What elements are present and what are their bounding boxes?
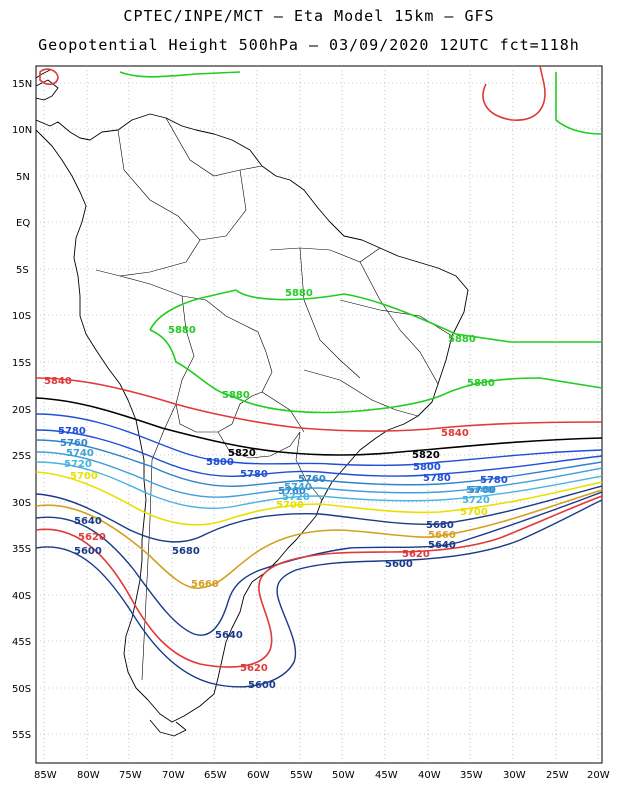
lat-label: 5S (16, 265, 29, 276)
contour-label-5820: 5820 (228, 448, 256, 459)
contour-label-5680: 5680 (172, 546, 200, 557)
contour-label-5780: 5780 (423, 473, 451, 484)
lat-label: 40S (12, 591, 31, 602)
contour-label-5880: 5880 (222, 390, 250, 401)
contour-label-5880: 5880 (448, 334, 476, 345)
contour-label-5880: 5880 (168, 325, 196, 336)
lon-label: 45W (375, 770, 398, 781)
lon-label: 85W (34, 770, 57, 781)
lat-label: 55S (12, 730, 31, 741)
lon-label: 40W (418, 770, 441, 781)
contour-5840-north (36, 66, 602, 432)
lon-label: 50W (332, 770, 355, 781)
contour-label-5720: 5720 (282, 492, 310, 503)
lon-label: 25W (546, 770, 569, 781)
contour-5600 (36, 499, 602, 688)
contour-label-5660: 5660 (428, 530, 456, 541)
contour-label-5780: 5780 (480, 475, 508, 486)
contour-label-5700: 5700 (460, 507, 488, 518)
contour-5800 (36, 413, 602, 466)
lat-label: 10N (12, 125, 32, 136)
contour-label-5720: 5720 (462, 495, 490, 506)
contour-label-5660: 5660 (191, 579, 219, 590)
contour-label-5780: 5780 (58, 426, 86, 437)
contour-label-5840: 5840 (44, 376, 72, 387)
contour-label-5820: 5820 (412, 450, 440, 461)
lon-label: 55W (290, 770, 313, 781)
contour-label-5760: 5760 (278, 486, 306, 497)
contour-label-5840: 5840 (441, 428, 469, 439)
contour-labels: 5880 5880 5880 5880 5880 5840 5840 5820 … (44, 288, 508, 691)
lat-label: 30S (12, 498, 31, 509)
contour-5680 (36, 485, 602, 543)
contour-label-5760: 5760 (298, 474, 326, 485)
contour-label-5620: 5620 (78, 532, 106, 543)
contour-label-5680: 5680 (426, 520, 454, 531)
lon-label: 30W (503, 770, 526, 781)
lat-label: 25S (12, 451, 31, 462)
contour-5620 (36, 495, 602, 668)
contour-label-5760: 5760 (60, 438, 88, 449)
country-borders (95, 117, 453, 681)
lon-label: 20W (587, 770, 610, 781)
contour-label-5700: 5700 (70, 471, 98, 482)
lon-label: 35W (460, 770, 483, 781)
grid-lines (36, 66, 602, 763)
contour-label-5620: 5620 (402, 549, 430, 560)
contour-5700 (36, 471, 602, 526)
contour-label-5800: 5800 (206, 457, 234, 468)
contour-label-5740: 5740 (466, 485, 494, 496)
plot-frame (35, 65, 603, 764)
lon-label: 60W (247, 770, 270, 781)
contour-5740 (36, 451, 602, 498)
contour-label-5760: 5760 (468, 485, 496, 496)
lon-label: 75W (119, 770, 142, 781)
contour-label-5640: 5640 (215, 630, 243, 641)
contour-label-5880: 5880 (467, 378, 495, 389)
contour-label-5740: 5740 (284, 482, 312, 493)
map-title-line1: CPTEC/INPE/MCT – Eta Model 15km – GFS (123, 7, 495, 25)
lat-label: 10S (12, 311, 31, 322)
contour-label-5640: 5640 (428, 540, 456, 551)
lon-label: 70W (162, 770, 185, 781)
longitude-axis: 85W 80W 75W 70W 65W 60W 55W 50W 45W 40W … (34, 770, 610, 781)
contour-5660 (36, 489, 602, 589)
latitude-axis: 15N 10N 5N EQ 5S 10S 15S 20S 25S 30S 35S… (12, 79, 32, 741)
height-contours (36, 66, 602, 688)
lat-label: 15S (12, 358, 31, 369)
lat-label: 50S (12, 684, 31, 695)
contour-5640 (36, 491, 602, 636)
contour-5820 (36, 397, 602, 456)
contour-label-5600: 5600 (74, 546, 102, 557)
lat-label: 5N (16, 172, 30, 183)
contour-label-5620: 5620 (240, 663, 268, 674)
contour-label-5800: 5800 (413, 462, 441, 473)
contour-label-5600: 5600 (248, 680, 276, 691)
contour-label-5600: 5600 (385, 559, 413, 570)
contour-label-5720: 5720 (64, 459, 92, 470)
map-title-line2: Geopotential Height 500hPa – 03/09/2020 … (38, 36, 580, 54)
contour-5720 (36, 461, 602, 509)
continent-coastline (36, 69, 469, 737)
contour-label-5740: 5740 (66, 448, 94, 459)
lat-label: 45S (12, 637, 31, 648)
lat-label: 35S (12, 544, 31, 555)
lat-label: EQ (16, 218, 30, 229)
lat-label: 15N (12, 79, 32, 90)
lat-label: 20S (12, 405, 31, 416)
contour-5780 (36, 429, 602, 478)
contour-label-5780: 5780 (240, 469, 268, 480)
contour-5880 (119, 71, 602, 414)
lon-label: 80W (77, 770, 100, 781)
contour-label-5700: 5700 (276, 500, 304, 511)
contour-label-5640: 5640 (74, 516, 102, 527)
lon-label: 65W (204, 770, 227, 781)
contour-label-5880: 5880 (285, 288, 313, 299)
contour-5760 (36, 439, 602, 488)
